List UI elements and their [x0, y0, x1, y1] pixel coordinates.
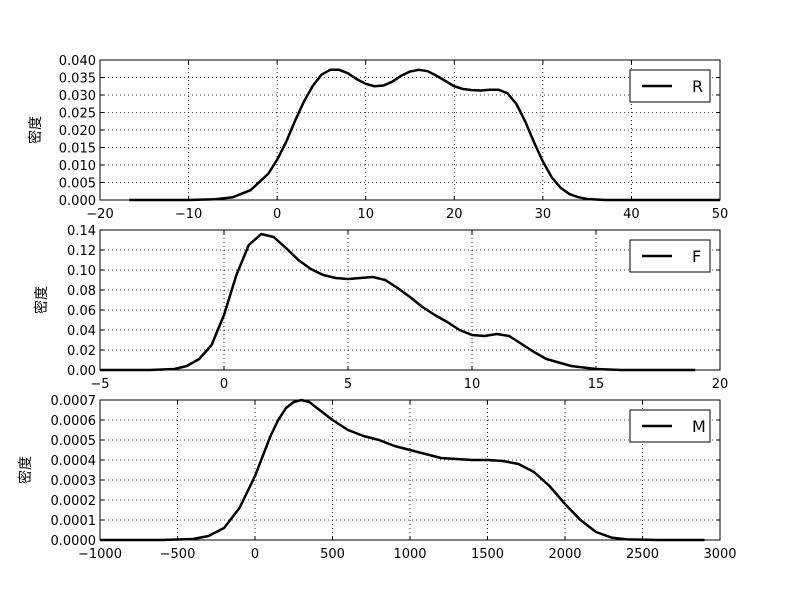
y-tick-label: 0.025	[59, 107, 96, 122]
x-tick-label: 500	[320, 547, 345, 562]
y-tick-label: 0.08	[67, 284, 96, 299]
y-tick-label: 0.12	[67, 244, 96, 259]
x-tick-label: 2500	[626, 547, 659, 562]
x-tick-label: −5	[90, 377, 109, 392]
x-tick-label: 10	[464, 377, 481, 392]
y-tick-label: 0.030	[59, 89, 96, 104]
density-curve-F	[100, 232, 696, 372]
x-tick-label: −1000	[78, 547, 122, 562]
y-tick-label: 0.10	[67, 264, 96, 279]
y-tick-label: 0.010	[59, 159, 96, 174]
x-tick-label: 20	[712, 377, 729, 392]
x-tick-label: 20	[446, 207, 463, 222]
x-tick-label: −10	[175, 207, 202, 222]
x-tick-label: 3000	[703, 547, 736, 562]
subplot-2: −5 0 5 10 15 20 0.00 0.02 0.04 0.06 0.08 0.10 0.12 0.…	[33, 224, 728, 392]
y-tick-label: 0.06	[67, 304, 96, 319]
y-tick-label: 0.0002	[51, 494, 97, 509]
y-tick-label: 0.0001	[51, 514, 97, 529]
x-tick-label: −20	[86, 207, 113, 222]
axes-frame	[99, 399, 721, 541]
x-tick-label: 0	[251, 547, 259, 562]
y-axis-label: 密度	[33, 286, 50, 314]
x-tick-label: 1500	[471, 547, 504, 562]
y-axis-label: 密度	[27, 116, 44, 144]
y-tick-label: 0.0006	[51, 414, 97, 429]
y-tick-label: 0.005	[59, 177, 96, 192]
legend: F	[629, 239, 711, 273]
subplot-1: −20 −10 0 10 20 30 40 50 0.000 0.005 0.010 0.015 0.0…	[27, 54, 728, 222]
y-tick-label: 0.02	[67, 344, 96, 359]
y-tick-label: 0.04	[67, 324, 96, 339]
x-tick-label: 2000	[548, 547, 581, 562]
density-curve-R	[129, 68, 720, 202]
legend: R	[629, 69, 711, 103]
x-tick-label: 40	[623, 207, 640, 222]
x-tick-label: 10	[357, 207, 374, 222]
x-tick-label: 15	[588, 377, 605, 392]
y-tick-label: 0.0007	[51, 394, 97, 409]
y-tick-label: 0.00	[67, 364, 96, 379]
y-tick-label: 0.015	[59, 142, 96, 157]
x-tick-label: 1000	[393, 547, 426, 562]
legend-label: R	[692, 77, 703, 96]
y-tick-label: 0.035	[59, 72, 96, 87]
x-tick-label: 50	[712, 207, 729, 222]
x-tick-label: 0	[273, 207, 281, 222]
subplot-3: −1000 −500 0 500 1000 1500 2000 2500 3000 0.0000 0…	[17, 394, 737, 562]
x-tick-label: 30	[535, 207, 552, 222]
legend: M	[629, 409, 711, 443]
legend-label: M	[692, 417, 706, 436]
y-tick-label: 0.000	[59, 194, 96, 209]
y-tick-label: 0.0000	[51, 534, 97, 549]
y-tick-label: 0.14	[67, 224, 96, 239]
y-tick-label: 0.0005	[51, 434, 97, 449]
y-tick-label: 0.020	[59, 124, 96, 139]
density-curve-M	[100, 398, 705, 542]
y-tick-label: 0.0004	[51, 454, 97, 469]
y-tick-label: 0.040	[59, 54, 96, 69]
y-tick-label: 0.0003	[51, 474, 97, 489]
x-tick-label: 5	[344, 377, 352, 392]
x-tick-label: 0	[220, 377, 228, 392]
legend-label: F	[692, 247, 701, 266]
axes-frame	[99, 59, 721, 201]
axes-frame	[99, 229, 721, 371]
y-axis-label: 密度	[17, 456, 34, 484]
x-tick-label: −500	[160, 547, 196, 562]
